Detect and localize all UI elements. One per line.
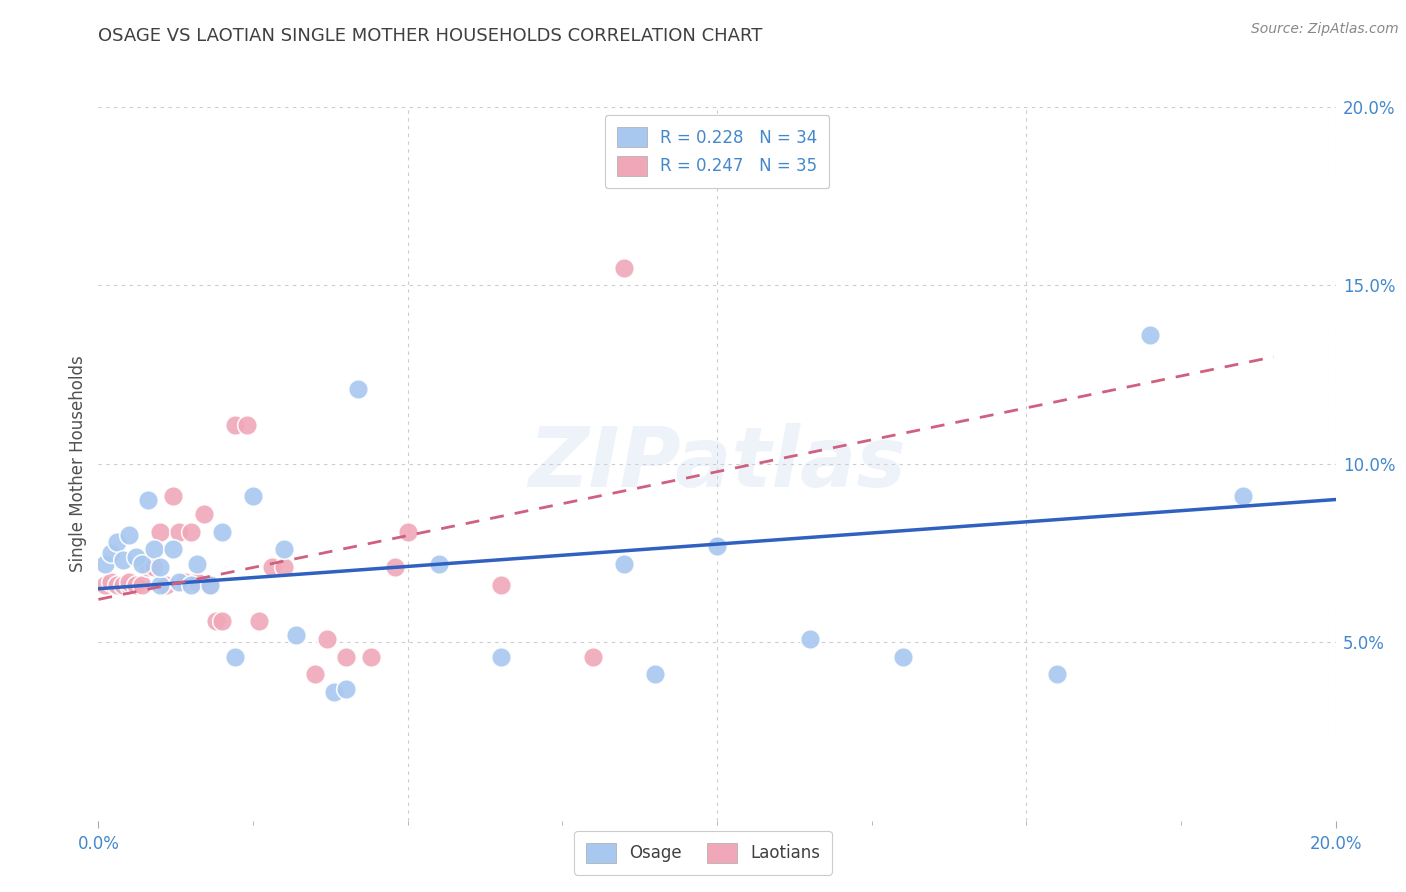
Point (174, 574, 197, 589)
Point (1046, 667, 1069, 681)
Point (198, 578, 221, 592)
Point (162, 542, 184, 557)
Point (149, 578, 172, 592)
Legend: Osage, Laotians: Osage, Laotians (574, 831, 832, 875)
Point (211, 614, 233, 628)
Point (180, 578, 202, 592)
Point (335, 681, 357, 696)
Point (180, 524, 202, 539)
Point (489, 649, 512, 664)
Point (131, 557, 153, 571)
Point (118, 578, 141, 592)
Point (247, 614, 270, 628)
Point (193, 507, 215, 521)
Point (100, 546, 122, 560)
Point (93, 578, 115, 592)
Point (131, 578, 153, 592)
Point (167, 574, 190, 589)
Point (105, 535, 128, 549)
Text: OSAGE VS LAOTIAN SINGLE MOTHER HOUSEHOLDS CORRELATION CHART: OSAGE VS LAOTIAN SINGLE MOTHER HOUSEHOLD… (98, 27, 763, 45)
Point (316, 632, 339, 646)
Point (205, 614, 228, 628)
Point (1139, 328, 1161, 343)
Point (260, 560, 283, 574)
Point (224, 649, 246, 664)
Point (211, 524, 233, 539)
Point (136, 560, 159, 574)
Point (322, 685, 344, 699)
Point (799, 632, 821, 646)
Point (167, 524, 190, 539)
Point (162, 489, 184, 503)
Point (124, 578, 146, 592)
Point (706, 539, 728, 553)
Point (335, 649, 357, 664)
Point (1232, 489, 1254, 503)
Point (100, 574, 122, 589)
Point (186, 557, 208, 571)
Point (136, 492, 159, 507)
Point (613, 260, 636, 275)
Point (242, 489, 264, 503)
Point (644, 667, 666, 681)
Point (93, 557, 115, 571)
Point (186, 574, 208, 589)
Point (347, 382, 370, 396)
Point (613, 557, 636, 571)
Y-axis label: Single Mother Households: Single Mother Households (69, 356, 87, 572)
Point (143, 542, 166, 557)
Point (124, 549, 146, 564)
Legend: R = 0.228   N = 34, R = 0.247   N = 35: R = 0.228 N = 34, R = 0.247 N = 35 (605, 115, 830, 187)
Point (118, 574, 141, 589)
Point (396, 524, 419, 539)
Point (489, 578, 512, 592)
Point (582, 649, 605, 664)
Point (112, 553, 135, 567)
Point (360, 649, 382, 664)
Point (224, 417, 246, 432)
Point (105, 578, 128, 592)
Point (112, 578, 135, 592)
Point (118, 528, 141, 542)
Point (149, 524, 172, 539)
Point (427, 557, 450, 571)
Point (149, 560, 172, 574)
Point (891, 649, 914, 664)
Point (304, 667, 326, 681)
Point (273, 560, 295, 574)
Point (198, 578, 221, 592)
Point (143, 560, 166, 574)
Point (236, 417, 259, 432)
Point (155, 578, 177, 592)
Point (384, 560, 406, 574)
Point (273, 542, 295, 557)
Text: ZIPatlas: ZIPatlas (529, 424, 905, 504)
Point (285, 628, 308, 642)
Text: Source: ZipAtlas.com: Source: ZipAtlas.com (1251, 22, 1399, 37)
